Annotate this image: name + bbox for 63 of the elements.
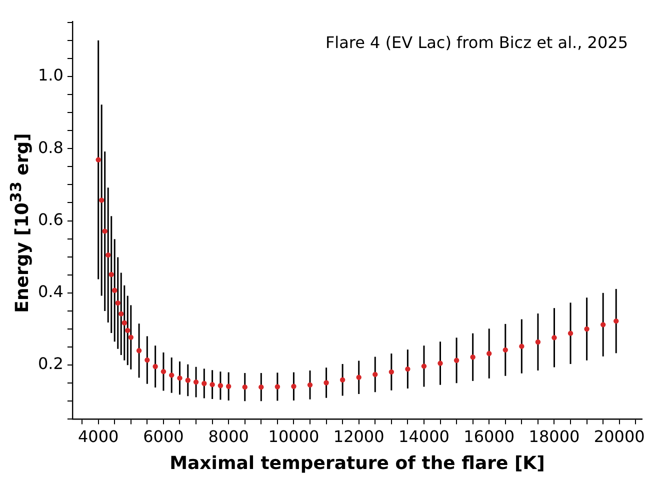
point [584,326,590,332]
point [115,300,120,306]
point [125,328,130,334]
point [96,157,101,162]
point [258,384,264,390]
point [274,384,280,390]
point [102,228,108,234]
y-tick-label: 0.2 [38,354,64,374]
point [291,384,296,389]
point [454,358,460,363]
point [118,311,124,316]
point [614,318,619,324]
point [106,252,111,258]
point [324,380,329,386]
point [108,272,114,278]
point [160,368,166,374]
point [169,372,174,378]
x-tick-label: 18000 [528,426,580,446]
x-tick-label: 14000 [398,426,450,446]
point [568,330,574,336]
point [112,288,118,293]
point [535,339,541,345]
point [372,372,378,378]
point [185,378,190,383]
point [128,334,134,340]
point [242,384,248,390]
point [218,383,224,388]
point [144,357,150,363]
y-tick-label: 0.4 [38,282,64,302]
y-tick-label: 0.6 [38,210,64,229]
x-axis-title: Maximal temperature of the flare [K] [170,452,545,474]
point [226,384,232,389]
point [122,320,127,326]
point [486,350,492,356]
point [421,364,427,369]
point [388,369,394,375]
x-tick-label: 20000 [594,426,645,446]
point [600,322,606,328]
point [210,382,215,388]
x-tick-label: 12000 [333,426,384,446]
point [340,377,346,382]
x-tick-label: 16000 [464,426,515,446]
point [152,364,158,370]
point [136,348,142,354]
point [552,335,557,340]
x-tick-label: 4000 [78,426,119,446]
point [405,366,410,372]
y-tick-label: 0.8 [38,138,64,157]
point [307,382,313,388]
point [438,360,443,366]
point [502,347,508,353]
x-tick-label: 10000 [268,426,320,446]
point [356,374,362,380]
point [98,198,104,203]
x-tick-label: 8000 [208,426,249,446]
y-tick-label: 1.0 [38,66,64,85]
annotation: Flare 4 (EV Lac) from Bicz et al., 2025 [325,32,628,52]
point [519,344,524,349]
point [202,380,207,386]
point [177,375,182,381]
point [470,354,476,360]
point [193,379,199,385]
x-tick-label: 6000 [143,426,184,446]
